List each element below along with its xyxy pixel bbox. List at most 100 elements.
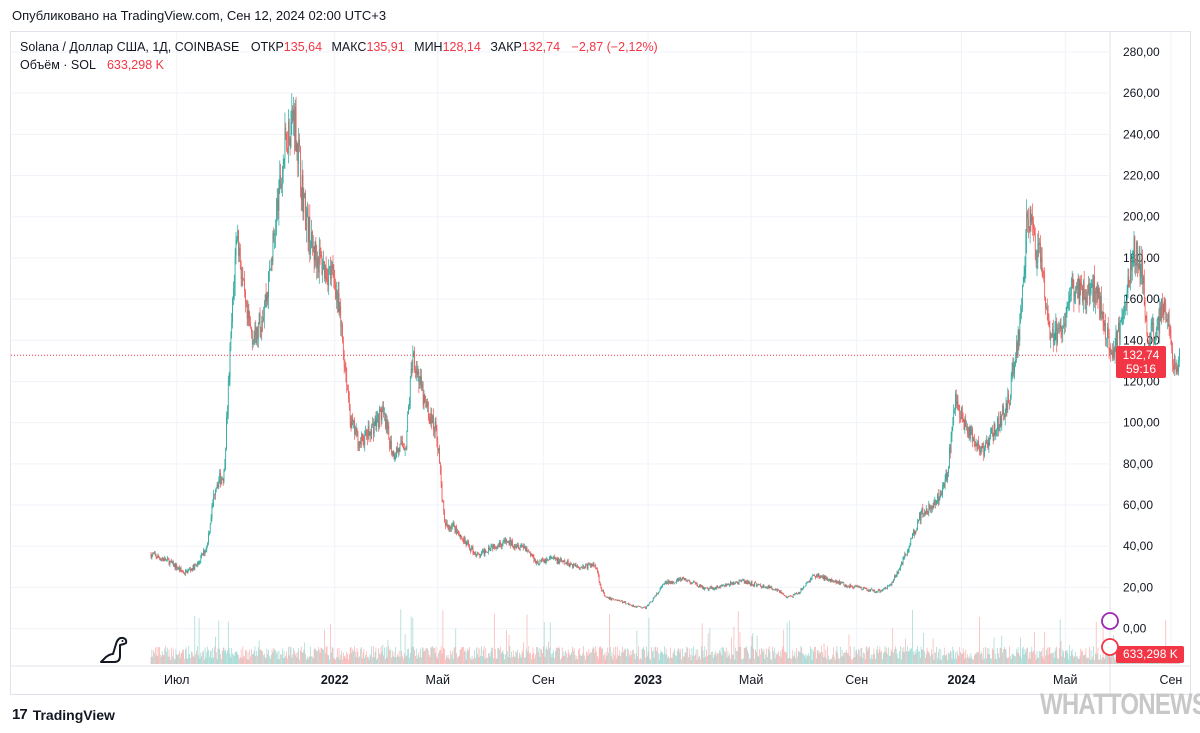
- volume-bar: [587, 655, 589, 664]
- candle-body: [197, 563, 198, 566]
- candle-body: [476, 552, 478, 556]
- candle-body: [569, 563, 571, 567]
- candle-body: [221, 478, 223, 479]
- volume-bar: [237, 654, 239, 664]
- candle-body: [685, 578, 687, 581]
- candle-body: [1027, 212, 1028, 219]
- candle-body: [801, 589, 803, 591]
- y-tick-label: 100,00: [1123, 416, 1160, 430]
- volume-bar: [446, 657, 448, 664]
- candle-body: [332, 265, 334, 270]
- candle-body: [935, 499, 937, 505]
- volume-bar: [465, 659, 467, 664]
- candle-body: [586, 565, 588, 569]
- candle-body: [180, 567, 182, 571]
- volume-bar: [1076, 656, 1078, 664]
- candle-body: [1101, 311, 1103, 315]
- candle-body: [450, 527, 451, 529]
- candle-body: [165, 557, 166, 561]
- candle-body: [886, 588, 888, 589]
- volume-bar: [674, 649, 676, 664]
- dinosaur-icon[interactable]: [98, 632, 132, 666]
- volume-bar: [715, 651, 717, 664]
- candle-body: [1131, 259, 1132, 271]
- candle-body: [553, 556, 554, 558]
- candle-body: [222, 478, 224, 482]
- volume-bar: [749, 658, 750, 664]
- candle-body: [744, 581, 746, 583]
- volume-bar: [183, 649, 184, 664]
- candle-body: [809, 581, 810, 583]
- candle-body: [1087, 292, 1088, 294]
- volume-bar: [600, 646, 602, 664]
- volume-bar: [846, 652, 848, 664]
- candle-body: [876, 591, 878, 592]
- candle-body: [846, 584, 847, 587]
- candle-body: [992, 433, 994, 441]
- volume-bar: [259, 650, 261, 664]
- volume-bar: [803, 655, 805, 664]
- footer-brand[interactable]: 17 TradingView: [12, 706, 115, 723]
- candle-body: [906, 551, 908, 555]
- candle-body: [912, 529, 914, 534]
- candle-body: [561, 558, 562, 561]
- candle-body: [965, 418, 967, 427]
- volume-bar: [531, 654, 533, 664]
- candle-body: [1134, 236, 1136, 266]
- volume-bar: [201, 656, 203, 664]
- candle-body: [1147, 333, 1149, 343]
- candle-body: [810, 578, 812, 579]
- chart-frame[interactable]: [10, 31, 1191, 695]
- volume-bar: [873, 648, 875, 664]
- candle-body: [649, 602, 651, 604]
- volume-bar: [172, 656, 173, 664]
- volume-bar: [312, 656, 313, 664]
- volume-bar: [244, 656, 245, 664]
- candle-body: [606, 597, 608, 598]
- candle-body: [244, 279, 245, 292]
- candle-body: [779, 590, 780, 593]
- candle-body: [1019, 321, 1021, 341]
- volume-label[interactable]: Объём · SOL: [20, 58, 96, 72]
- volume-bar: [1101, 659, 1102, 664]
- candle-body: [1022, 285, 1023, 309]
- candle-body: [1070, 294, 1071, 296]
- volume-bar: [864, 653, 865, 664]
- volume-bar: [189, 654, 190, 664]
- volume-bar: [913, 654, 915, 664]
- candle-body: [324, 261, 325, 279]
- volume-bar: [903, 646, 905, 664]
- volume-bar: [977, 652, 979, 664]
- volume-bar: [432, 646, 433, 664]
- volume-bar: [488, 653, 490, 664]
- volume-bar: [737, 611, 739, 664]
- candle-body: [762, 584, 764, 587]
- volume-bar: [1110, 657, 1112, 664]
- volume-bar: [750, 646, 752, 664]
- symbol-title[interactable]: Solana / Доллар США, 1Д, COINBASE: [20, 40, 240, 54]
- volume-bar: [890, 649, 892, 664]
- volume-bar: [199, 658, 201, 664]
- change-value: −2,87 (−2,12%): [571, 40, 658, 54]
- candle-body: [567, 560, 569, 566]
- volume-bar: [1045, 655, 1046, 664]
- candle-body: [712, 587, 714, 590]
- candle-body: [295, 106, 297, 152]
- candle-body: [730, 582, 732, 584]
- candle-body: [1149, 334, 1151, 350]
- candle-body: [237, 230, 239, 238]
- volume-bar: [1029, 658, 1031, 664]
- candle-body: [279, 174, 281, 180]
- volume-bar: [646, 656, 648, 664]
- volume-bar: [669, 658, 670, 664]
- candle-body: [1003, 406, 1004, 415]
- candle-body: [966, 426, 967, 428]
- candle-body: [442, 500, 444, 501]
- candle-body: [289, 139, 291, 147]
- volume-bar: [808, 653, 809, 664]
- candle-body: [1086, 292, 1088, 303]
- y-tick-label: 40,00: [1123, 539, 1153, 553]
- volume-bar: [427, 648, 428, 664]
- candle-body: [481, 551, 482, 555]
